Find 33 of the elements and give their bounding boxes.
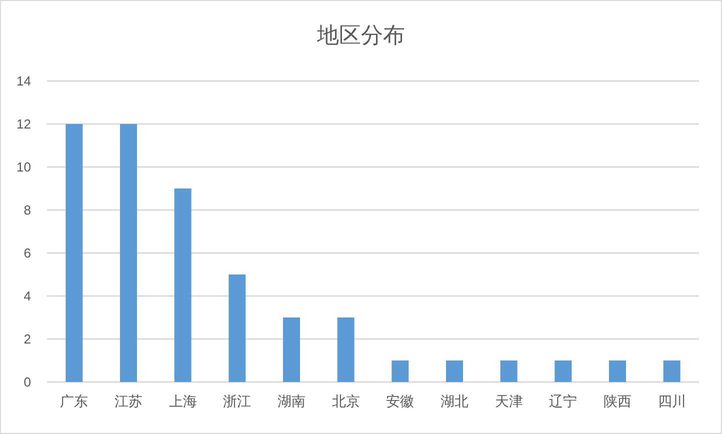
y-tick-label: 12 [16,116,31,132]
y-tick-label: 14 [16,74,31,88]
bar [228,274,246,382]
x-tick-label: 湖北 [440,393,468,409]
x-tick-label: 四川 [658,393,686,409]
x-tick-label: 陕西 [604,393,632,409]
bar [609,360,626,382]
x-tick-label: 安徽 [386,393,414,409]
chart-title: 地区分布 [316,22,405,48]
y-tick-label: 8 [24,202,31,218]
x-tick-label: 北京 [332,393,360,409]
y-tick-label: 2 [24,332,31,346]
x-tick-label: 辽宁 [549,393,578,409]
bar [120,124,137,382]
bar [554,360,572,382]
x-tick-label: 广东 [60,393,88,409]
y-tick-label: 0 [24,374,31,390]
x-tick-label: 浙江 [223,393,252,409]
bar [174,188,192,382]
x-tick-label: 江苏 [114,393,142,409]
y-tick-label: 4 [24,288,31,304]
x-tick-label: 湖南 [278,393,306,409]
x-tick-label: 天津 [494,393,523,409]
bar [446,360,463,382]
bar [283,318,300,382]
bar [663,360,680,382]
x-tick-label: 上海 [168,393,197,409]
y-tick-label: 10 [16,160,31,174]
bar [392,360,409,382]
y-tick-label: 6 [24,246,31,260]
bar [337,318,354,382]
bar [66,124,83,382]
bar [500,360,518,382]
